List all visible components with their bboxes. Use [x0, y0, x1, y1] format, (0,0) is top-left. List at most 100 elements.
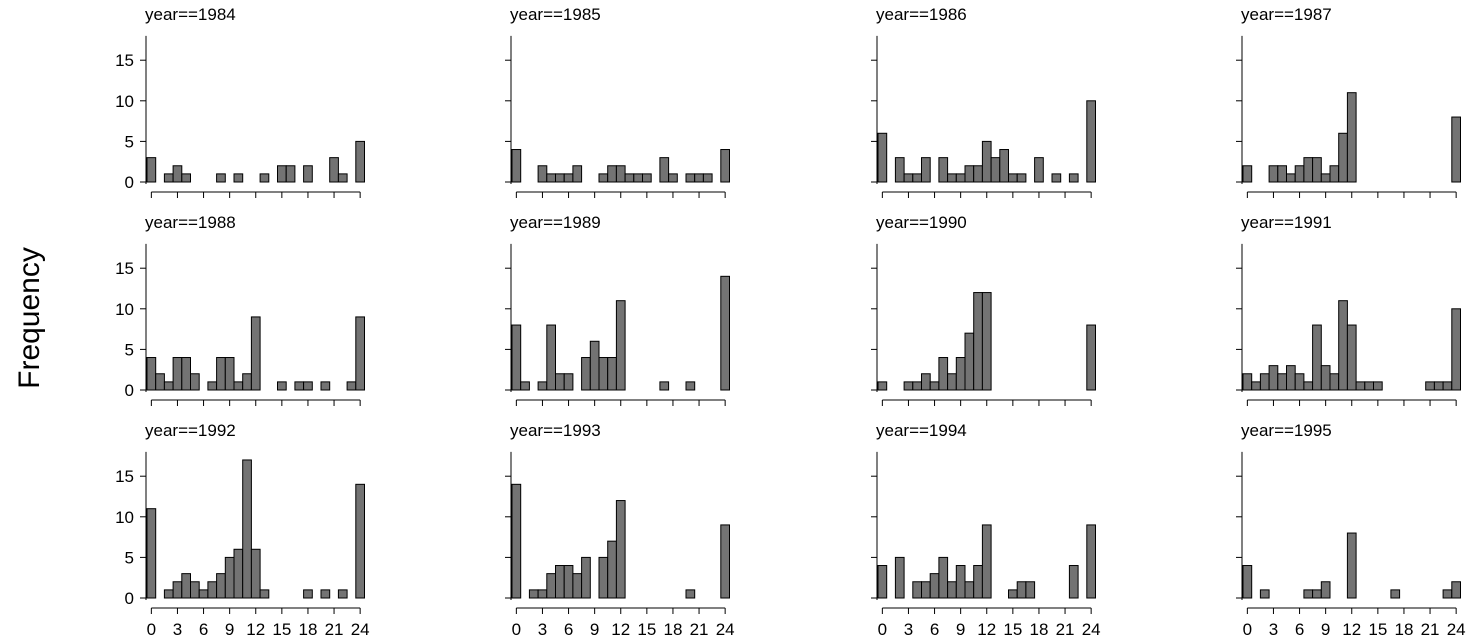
histogram-panel: year==1988 0 5 10 15: [115, 213, 365, 406]
histogram-bar: [990, 157, 1001, 183]
histogram-bar: [216, 173, 226, 183]
histogram-bar: [1259, 373, 1270, 391]
panel-title: year==1993: [510, 421, 601, 440]
histogram-bar: [921, 581, 931, 599]
histogram-bar: [685, 589, 696, 599]
panel-title: year==1988: [145, 213, 236, 232]
x-tick-label: 9: [225, 620, 234, 636]
y-tick-label: 0: [125, 381, 134, 400]
histogram-bar: [615, 165, 626, 183]
histogram-bar: [537, 165, 548, 183]
x-tick-label: 18: [663, 620, 682, 636]
histogram-bar: [1034, 157, 1044, 183]
histogram-bar: [1008, 589, 1018, 599]
histogram-bar: [555, 173, 565, 183]
histogram-bar: [1451, 116, 1462, 183]
histogram-bar: [233, 381, 244, 391]
histogram-panel: year==1994 0 3 6 9 12 15 18 21 24: [871, 421, 1101, 636]
histogram-bar: [572, 573, 583, 599]
x-tick-label: 0: [512, 620, 521, 636]
histogram-bar: [320, 381, 331, 391]
panel-title: year==1989: [510, 213, 601, 232]
x-tick-label: 21: [325, 620, 344, 636]
histogram-bar: [537, 381, 548, 391]
histogram-bar: [555, 565, 565, 599]
histogram-bar: [973, 165, 983, 183]
x-tick-label: 0: [878, 620, 887, 636]
histogram-bar: [981, 524, 992, 599]
histogram-bar: [190, 373, 200, 391]
y-tick-label: 0: [125, 589, 134, 608]
y-tick-label: 5: [125, 132, 134, 151]
histogram-bar: [181, 173, 192, 183]
histogram-bar: [563, 173, 574, 183]
histogram-bar: [1425, 381, 1435, 391]
histogram-bar: [1286, 173, 1296, 183]
histogram-bar: [303, 381, 313, 391]
histogram-panel: year==1993 0 3 6 9 12 15 18 21 24: [505, 421, 735, 636]
histogram-bar: [912, 581, 922, 599]
y-tick-label: 10: [115, 300, 134, 319]
x-tick-label: 9: [956, 620, 965, 636]
histogram-bar: [1303, 157, 1314, 183]
histogram-bar: [589, 340, 600, 391]
x-tick-label: 18: [1394, 620, 1413, 636]
histogram-bar: [938, 556, 949, 599]
panel-title: year==1985: [510, 5, 601, 24]
histogram-bar: [1268, 165, 1279, 183]
histogram-bar: [981, 292, 992, 391]
histogram-bar: [146, 357, 157, 391]
panel-title: year==1990: [876, 213, 967, 232]
histogram-bar: [285, 165, 296, 183]
histogram-bar: [1364, 381, 1375, 391]
x-tick-label: 24: [716, 620, 735, 636]
histogram-bar: [163, 381, 174, 391]
histogram-bar: [259, 589, 270, 599]
histogram-bar: [511, 149, 522, 183]
histogram-bar: [233, 173, 244, 183]
histogram-bar: [1251, 381, 1261, 391]
histogram-bar: [250, 548, 261, 599]
histogram-bar: [337, 589, 348, 599]
histogram-bar: [1294, 373, 1305, 391]
histogram-bar: [929, 573, 940, 599]
histogram-bar: [207, 581, 218, 599]
histogram-bar: [1338, 300, 1348, 391]
histogram-bar: [624, 173, 635, 183]
histogram-panel: year==1995 0 3 6 9 12 15 18 21 24: [1236, 421, 1466, 636]
histogram-panel: year==1992 0 5 10 15 0 3 6 9 12 15 18 21 24: [115, 421, 370, 636]
histogram-bar: [1086, 324, 1097, 391]
histogram-bar: [947, 373, 957, 391]
x-tick-label: 24: [351, 620, 370, 636]
histogram-bar: [320, 589, 331, 599]
histogram-bar: [224, 556, 235, 599]
x-tick-label: 0: [147, 620, 156, 636]
histogram-bar: [1259, 589, 1270, 599]
panel-title: year==1984: [145, 5, 236, 24]
histogram-bar: [1068, 565, 1079, 599]
histogram-bar: [1025, 581, 1036, 599]
histogram-bar: [1268, 365, 1279, 391]
histogram-bar: [1346, 532, 1357, 599]
histogram-bar: [668, 173, 678, 183]
histogram-bar: [181, 357, 192, 391]
histogram-bar: [172, 581, 183, 599]
y-tick-label: 10: [115, 92, 134, 111]
histogram-bar: [685, 381, 696, 391]
histogram-bar: [528, 589, 539, 599]
histogram-bar: [163, 589, 174, 599]
histogram-bar: [337, 173, 348, 183]
histogram-bar: [1086, 524, 1097, 599]
histogram-bar: [894, 556, 905, 599]
histogram-bar: [1442, 589, 1453, 599]
histogram-bar: [981, 140, 992, 183]
x-tick-label: 15: [637, 620, 656, 636]
histogram-bar: [964, 165, 975, 183]
x-tick-label: 6: [930, 620, 939, 636]
histogram-bar: [615, 500, 626, 599]
histogram-bar: [1390, 589, 1401, 599]
histogram-bar: [929, 381, 940, 391]
histogram-bar: [216, 357, 226, 391]
x-tick-label: 3: [1269, 620, 1278, 636]
histogram-bar: [1451, 308, 1462, 391]
